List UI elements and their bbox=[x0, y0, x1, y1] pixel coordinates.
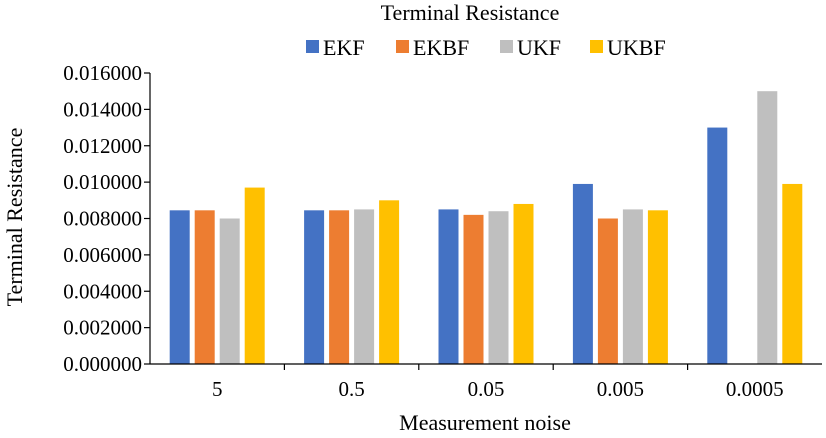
y-tick-label: 0.016000 bbox=[63, 61, 142, 85]
bar-ekbf-3 bbox=[597, 218, 618, 364]
x-tick-label: 0.0005 bbox=[726, 377, 784, 401]
bar-ekbf-0 bbox=[194, 210, 215, 364]
legend-swatch-ekf bbox=[306, 40, 319, 53]
y-tick-label: 0.002000 bbox=[63, 316, 142, 340]
y-tick-label: 0.000000 bbox=[63, 352, 142, 376]
x-tick-label: 0.5 bbox=[338, 377, 364, 401]
y-tick-label: 0.010000 bbox=[63, 170, 142, 194]
x-tick-label: 0.005 bbox=[597, 377, 644, 401]
x-axis-label: Measurement noise bbox=[399, 410, 571, 433]
bars bbox=[169, 91, 803, 364]
bar-ukbf-4 bbox=[782, 183, 803, 364]
y-tick-label: 0.008000 bbox=[63, 207, 142, 231]
chart-title: Terminal Resistance bbox=[381, 0, 560, 25]
legend: EKF EKBF UKF UKBF bbox=[306, 35, 666, 60]
bar-ukbf-0 bbox=[244, 187, 265, 364]
bar-ukf-4 bbox=[757, 91, 778, 364]
legend-swatch-ukbf bbox=[590, 40, 603, 53]
x-tick-label: 0.05 bbox=[468, 377, 505, 401]
bar-ekbf-1 bbox=[329, 210, 350, 364]
bar-ukf-2 bbox=[488, 211, 509, 364]
y-axis-label: Terminal Resistance bbox=[2, 128, 27, 307]
bar-ekf-2 bbox=[438, 209, 459, 364]
y-tick-label: 0.014000 bbox=[63, 97, 142, 121]
bar-ukf-0 bbox=[219, 218, 240, 364]
bar-ekf-0 bbox=[169, 210, 190, 364]
legend-swatch-ukf bbox=[500, 40, 513, 53]
y-axis: 0.000000 0.002000 0.004000 0.006000 0.008000… bbox=[63, 61, 151, 376]
y-tick-label: 0.004000 bbox=[63, 279, 142, 303]
bar-ekf-3 bbox=[572, 183, 593, 364]
y-tick-label: 0.012000 bbox=[63, 134, 142, 158]
legend-label-ekbf: EKBF bbox=[413, 35, 469, 60]
bar-ekf-1 bbox=[304, 210, 325, 364]
x-tick-label: 5 bbox=[212, 377, 223, 401]
legend-label-ukf: UKF bbox=[517, 35, 561, 60]
bar-ekf-4 bbox=[707, 127, 728, 364]
bar-ukbf-3 bbox=[647, 210, 668, 364]
legend-swatch-ekbf bbox=[396, 40, 409, 53]
bar-ukf-3 bbox=[622, 209, 643, 364]
bar-ukbf-1 bbox=[379, 200, 400, 364]
bar-ukbf-2 bbox=[513, 203, 534, 364]
legend-label-ekf: EKF bbox=[323, 35, 365, 60]
bar-ekbf-2 bbox=[463, 214, 484, 364]
legend-label-ukbf: UKBF bbox=[607, 35, 666, 60]
bar-ukf-1 bbox=[354, 209, 375, 364]
x-axis: 5 0.5 0.05 0.005 0.0005 bbox=[150, 363, 822, 401]
y-tick-label: 0.006000 bbox=[63, 243, 142, 267]
